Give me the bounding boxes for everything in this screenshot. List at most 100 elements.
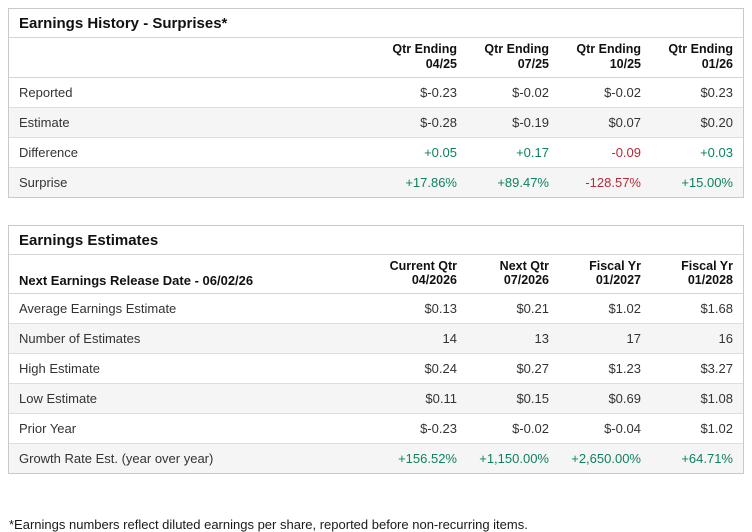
table-row-estimate: Estimate $-0.28 $-0.19 $0.07 $0.20 [9, 106, 743, 137]
surprises-panel-title: Earnings History - Surprises* [9, 9, 743, 38]
value-cell: 17 [559, 323, 651, 354]
value-cell: +2,650.00% [559, 443, 651, 473]
value-cell: $0.27 [467, 353, 559, 384]
column-header-line1: Fiscal Yr [589, 258, 641, 273]
row-label: Difference [9, 136, 375, 167]
estimates-table-body: Average Earnings Estimate $0.13 $0.21 $1… [9, 294, 743, 473]
surprises-column-header-3: Qtr Ending 10/25 [559, 38, 651, 78]
column-header-line1: Next Qtr [499, 258, 549, 273]
value-cell: +17.86% [375, 166, 467, 197]
value-cell: $-0.23 [375, 413, 467, 444]
value-cell: $1.68 [700, 301, 733, 316]
estimates-table: Next Earnings Release Date - 06/02/26 Cu… [9, 254, 743, 473]
value-cell: +1,150.00% [467, 443, 559, 473]
surprises-table-body: Reported $-0.23 $-0.02 $-0.02 $0.23 Esti… [9, 77, 743, 197]
column-header-line1: Fiscal Yr [681, 258, 733, 273]
value-cell: $-0.02 [604, 84, 641, 100]
surprises-column-header-1: Qtr Ending 04/25 [375, 38, 467, 78]
surprises-column-header-2: Qtr Ending 07/25 [467, 38, 559, 78]
row-label: Estimate [9, 106, 375, 137]
surprises-column-header-4: Qtr Ending 01/26 [651, 38, 743, 78]
row-label: Average Earnings Estimate [19, 301, 177, 316]
table-row-low-estimate: Low Estimate $0.11 $0.15 $0.69 $1.08 [9, 383, 743, 414]
value-cell: $0.23 [700, 84, 733, 100]
value-cell: $1.23 [559, 353, 651, 384]
value-cell: $0.21 [516, 301, 549, 316]
estimates-column-header-1: Current Qtr 04/2026 [375, 254, 467, 294]
surprises-header-row: Qtr Ending 04/25 Qtr Ending 07/25 Qtr En… [9, 38, 743, 78]
value-cell: $-0.19 [467, 106, 559, 137]
value-cell: $0.20 [651, 106, 743, 137]
table-row-surprise: Surprise +17.86% +89.47% -128.57% +15.00… [9, 166, 743, 197]
value-cell: 13 [467, 323, 559, 354]
column-header-line1: Qtr Ending [576, 42, 641, 56]
row-label: Low Estimate [9, 383, 375, 414]
value-cell: -0.09 [559, 136, 651, 167]
value-cell: $-0.02 [467, 413, 559, 444]
value-cell: $0.69 [559, 383, 651, 414]
value-cell: +156.52% [375, 443, 467, 473]
row-label: Number of Estimates [9, 323, 375, 354]
value-cell: -128.57% [559, 166, 651, 197]
table-row-growth-rate-est: Growth Rate Est. (year over year) +156.5… [9, 443, 743, 473]
table-row-prior-year: Prior Year $-0.23 $-0.02 $-0.04 $1.02 [9, 413, 743, 444]
value-cell: $-0.28 [375, 106, 467, 137]
table-row-number-of-estimates: Number of Estimates 14 13 17 16 [9, 323, 743, 354]
estimates-panel: Earnings Estimates Next Earnings Release… [8, 224, 744, 474]
value-cell: $0.13 [424, 301, 457, 316]
surprises-corner-cell [9, 38, 375, 78]
row-label: Growth Rate Est. (year over year) [9, 443, 375, 473]
value-cell: $-0.23 [420, 84, 457, 100]
table-row-high-estimate: High Estimate $0.24 $0.27 $1.23 $3.27 [9, 353, 743, 384]
value-cell: $1.08 [651, 383, 743, 414]
value-cell: +0.03 [651, 136, 743, 167]
column-header-line1: Qtr Ending [484, 42, 549, 56]
value-cell: +0.05 [375, 136, 467, 167]
column-header-line1: Qtr Ending [392, 42, 457, 56]
estimates-header-row: Next Earnings Release Date - 06/02/26 Cu… [9, 254, 743, 294]
column-header-line2: 04/25 [425, 56, 457, 71]
value-cell: $0.15 [467, 383, 559, 414]
column-header-line2: 01/26 [701, 56, 733, 71]
column-header-line2: 10/25 [609, 56, 641, 71]
surprises-table-head: Qtr Ending 04/25 Qtr Ending 07/25 Qtr En… [9, 38, 743, 78]
column-header-line1: Qtr Ending [668, 42, 733, 56]
column-header-line2: 07/2026 [503, 273, 549, 288]
value-cell: $1.02 [608, 301, 641, 316]
value-cell: $0.11 [375, 383, 467, 414]
column-header-line1: Current Qtr [389, 258, 457, 273]
value-cell: $0.07 [559, 106, 651, 137]
surprises-table: Qtr Ending 04/25 Qtr Ending 07/25 Qtr En… [9, 38, 743, 197]
estimates-column-header-4: Fiscal Yr 01/2028 [651, 254, 743, 294]
value-cell: +0.17 [467, 136, 559, 167]
row-label: Reported [19, 84, 73, 100]
value-cell: $3.27 [651, 353, 743, 384]
table-row-reported: Reported $-0.23 $-0.02 $-0.02 $0.23 [9, 77, 743, 107]
table-row-average-earnings-estimate: Average Earnings Estimate $0.13 $0.21 $1… [9, 294, 743, 324]
estimates-column-header-3: Fiscal Yr 01/2027 [559, 254, 651, 294]
value-cell: 16 [651, 323, 743, 354]
value-cell: +89.47% [467, 166, 559, 197]
value-cell: $-0.04 [559, 413, 651, 444]
column-header-line2: 04/2026 [411, 273, 457, 288]
row-label: Surprise [9, 166, 375, 197]
value-cell: $-0.02 [512, 84, 549, 100]
value-cell: $0.24 [375, 353, 467, 384]
row-label: High Estimate [9, 353, 375, 384]
next-earnings-release-date: Next Earnings Release Date - 06/02/26 [9, 254, 375, 294]
value-cell: $1.02 [651, 413, 743, 444]
value-cell: 14 [375, 323, 467, 354]
estimates-panel-title: Earnings Estimates [9, 226, 743, 255]
column-header-line2: 01/2028 [687, 273, 733, 288]
row-label: Prior Year [9, 413, 375, 444]
table-row-difference: Difference +0.05 +0.17 -0.09 +0.03 [9, 136, 743, 167]
estimates-column-header-2: Next Qtr 07/2026 [467, 254, 559, 294]
column-header-line2: 07/25 [517, 56, 549, 71]
value-cell: +15.00% [651, 166, 743, 197]
earnings-footnote: *Earnings numbers reflect diluted earnin… [9, 517, 528, 532]
column-header-line2: 01/2027 [595, 273, 641, 288]
surprises-panel: Earnings History - Surprises* Qtr Ending… [8, 8, 744, 198]
estimates-table-head: Next Earnings Release Date - 06/02/26 Cu… [9, 254, 743, 294]
value-cell: +64.71% [651, 443, 743, 473]
